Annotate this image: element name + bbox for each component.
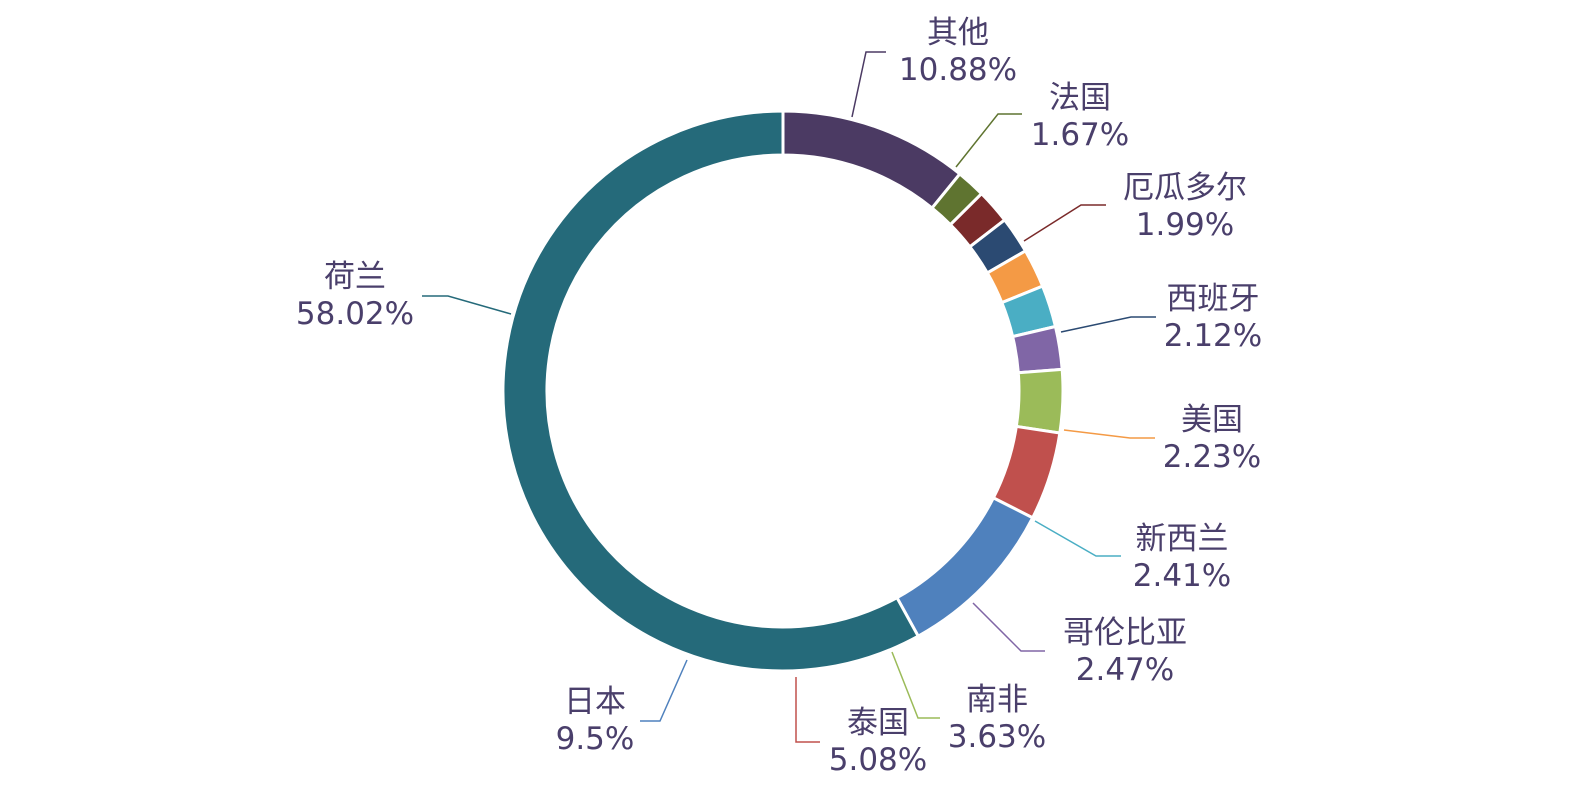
slice-value-1: 1.67% [1031, 117, 1129, 153]
slice-value-9: 9.5% [556, 721, 635, 757]
slice-label-1: 法国 [1049, 80, 1111, 116]
leader-line-9 [640, 659, 688, 722]
slice-10 [501, 109, 921, 673]
donut-slices [501, 109, 1065, 673]
slice-value-7: 3.63% [948, 719, 1046, 755]
slice-6 [1010, 324, 1064, 375]
slice-value-4: 2.23% [1163, 439, 1261, 475]
slice-label-8: 泰国 [847, 705, 909, 741]
slice-value-0: 10.88% [899, 52, 1017, 88]
slice-value-8: 5.08% [829, 742, 927, 778]
slice-9 [894, 495, 1035, 639]
slice-label-3: 西班牙 [1167, 281, 1260, 317]
leader-line-3 [1060, 316, 1156, 333]
slice-value-5: 2.41% [1133, 558, 1231, 594]
leader-line-2 [1023, 204, 1106, 242]
leader-line-0 [851, 51, 886, 118]
slice-value-10: 58.02% [296, 296, 414, 332]
leader-line-10 [422, 295, 512, 315]
slice-label-6: 哥伦比亚 [1063, 615, 1187, 651]
slice-label-10: 荷兰 [324, 259, 386, 295]
slice-label-2: 厄瓜多尔 [1123, 170, 1247, 206]
leader-line-7 [891, 651, 940, 719]
slice-label-9: 日本 [564, 684, 626, 720]
leader-line-5 [1034, 520, 1121, 557]
leader-line-1 [955, 113, 1022, 168]
leader-line-4 [1063, 429, 1155, 439]
leader-line-8 [795, 677, 820, 743]
slice-value-6: 2.47% [1076, 652, 1174, 688]
slice-0 [781, 109, 962, 211]
leader-lines [422, 51, 1156, 743]
leader-line-6 [972, 602, 1045, 652]
slice-7 [1014, 367, 1065, 435]
slice-value-2: 1.99% [1136, 207, 1234, 243]
slice-label-4: 美国 [1181, 402, 1243, 438]
slice-label-5: 新西兰 [1136, 521, 1229, 557]
slice-value-3: 2.12% [1164, 318, 1262, 354]
slice-label-0: 其他 [927, 15, 989, 51]
slice-label-7: 南非 [966, 682, 1028, 718]
